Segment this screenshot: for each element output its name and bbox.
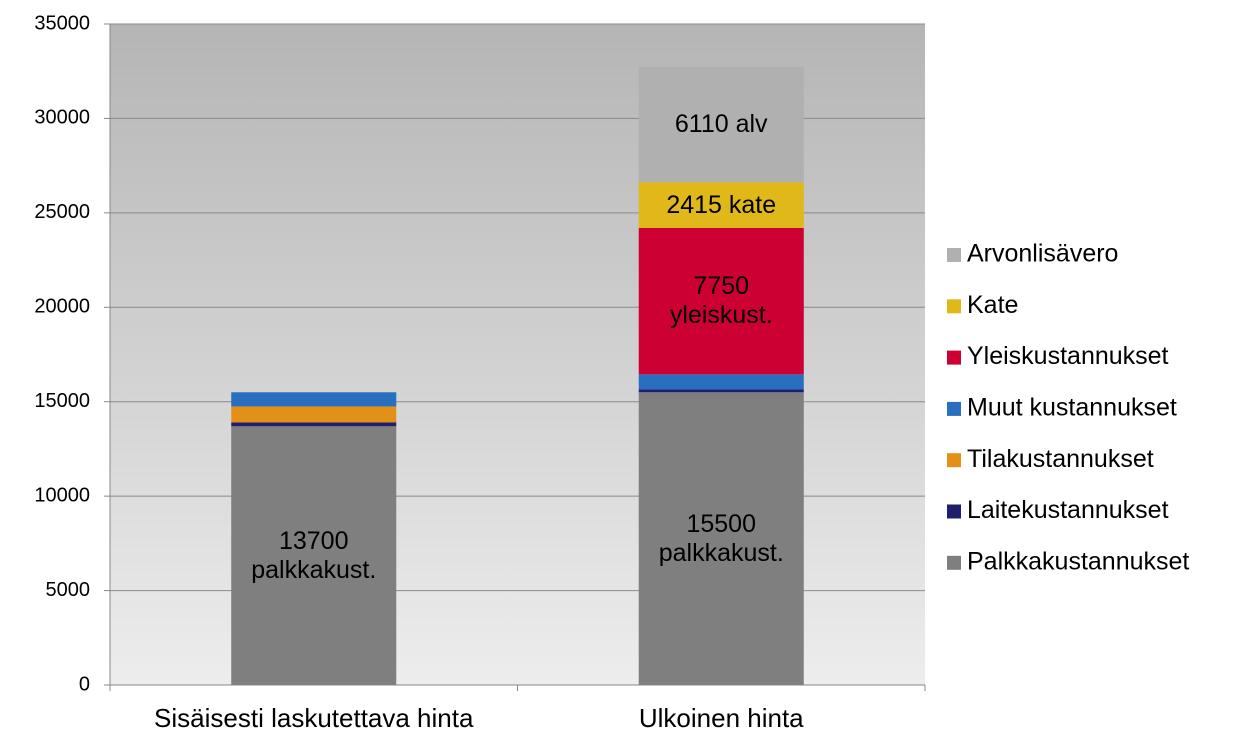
y-tick-label: 10000 xyxy=(34,484,90,506)
y-tick-label: 15000 xyxy=(34,390,90,412)
data-label-box: 2415 kate xyxy=(666,190,777,219)
y-tick-label: 20000 xyxy=(34,296,90,318)
data-label: 15500 palkkakust. xyxy=(658,509,784,567)
bar-segment xyxy=(231,426,397,685)
legend-swatch xyxy=(947,350,961,365)
legend-label: Palkkakustannukset xyxy=(967,547,1189,575)
legend-swatch xyxy=(947,299,961,314)
y-tick-label: 25000 xyxy=(34,201,90,223)
legend-swatch xyxy=(947,555,961,570)
data-label-box: 15500 palkkakust. xyxy=(658,509,784,567)
legend-swatch xyxy=(947,504,961,519)
data-label: 13700 palkkakust. xyxy=(251,526,377,584)
bar-segment xyxy=(638,66,804,183)
y-tick-label: 5000 xyxy=(46,579,91,601)
data-label-box: 7750 yleiskust. xyxy=(669,272,773,330)
x-tick-label: Sisäisesti laskutettava hinta xyxy=(154,703,474,733)
legend-swatch xyxy=(947,248,961,262)
bar-segment xyxy=(231,406,397,423)
legend-swatch xyxy=(947,401,961,416)
bar-segment xyxy=(638,389,804,393)
data-label: 7750 yleiskust. xyxy=(669,272,773,330)
legend-label: Arvonlisävero xyxy=(967,240,1118,268)
bar-segment xyxy=(638,392,804,685)
legend-label: Muut kustannukset xyxy=(967,394,1177,422)
legend-label: Yleiskustannukset xyxy=(967,342,1169,370)
bar-segment xyxy=(638,182,804,228)
bar-segment xyxy=(638,227,804,375)
x-tick-label: Ulkoinen hinta xyxy=(639,703,804,733)
data-label: 2415 kate xyxy=(666,190,777,219)
y-tick-label: 30000 xyxy=(34,107,90,129)
legend-label: Laitekustannukset xyxy=(967,496,1169,524)
legend-swatch xyxy=(947,453,961,468)
bar-segment xyxy=(231,392,397,407)
bar-segment xyxy=(638,374,804,390)
bar-segment xyxy=(231,422,397,427)
y-tick-label: 35000 xyxy=(34,12,90,34)
legend-label: Kate xyxy=(967,291,1018,319)
y-tick-label: 0 xyxy=(79,673,90,695)
data-label-box: 13700 palkkakust. xyxy=(251,526,377,584)
data-label-box: 6110 alv xyxy=(674,110,768,139)
data-label: 6110 alv xyxy=(674,110,768,139)
legend-label: Tilakustannukset xyxy=(967,445,1154,473)
